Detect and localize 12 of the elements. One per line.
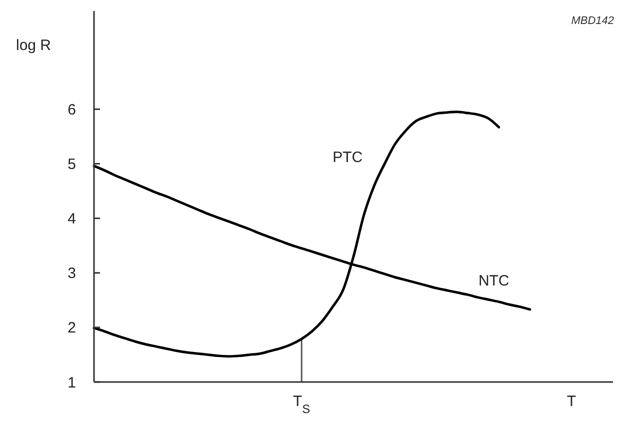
y-tick-label: 3 [68, 265, 76, 282]
y-tick-label: 5 [68, 156, 76, 174]
series-label: NTC [478, 272, 510, 290]
y-tick-label: 2 [68, 320, 76, 337]
x-tick-label: T$_{S}$ [293, 393, 310, 416]
annotation: MBD142 [571, 15, 614, 27]
y-axis-title: log R [16, 37, 52, 54]
y-tick-label: 6 [68, 101, 76, 118]
y-tick-label: 1 [68, 374, 76, 392]
y-tick-label: 4 [68, 210, 76, 228]
series-label: PTC [332, 148, 363, 166]
x-tick-label: T [566, 393, 576, 410]
